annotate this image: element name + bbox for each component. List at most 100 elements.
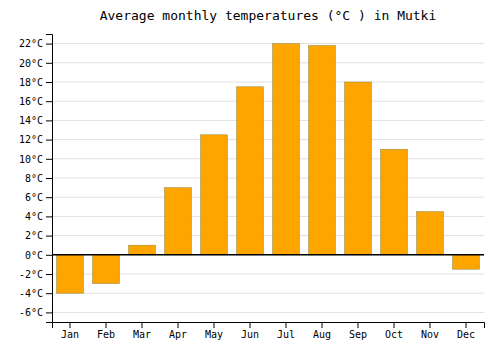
bar	[57, 255, 84, 293]
y-tick: -2°C	[19, 269, 52, 280]
x-tick: Feb	[97, 322, 115, 340]
grid-line	[52, 293, 484, 294]
y-tick: 10°C	[19, 154, 52, 165]
y-tick-mark	[46, 293, 52, 294]
y-tick-mark	[46, 312, 52, 313]
x-tick-mark	[394, 322, 395, 328]
x-tick-mark	[430, 322, 431, 328]
y-tick-mark	[46, 236, 52, 237]
x-tick-mark	[142, 322, 143, 328]
y-tick: 2°C	[25, 230, 52, 241]
grid-line	[52, 197, 484, 198]
y-tick-mark	[46, 120, 52, 121]
x-tick-label: Mar	[133, 329, 151, 340]
x-tick: Jul	[277, 322, 295, 340]
bar	[237, 87, 264, 255]
x-tick-label: Apr	[169, 329, 187, 340]
y-tick: 4°C	[25, 211, 52, 222]
y-tick: 20°C	[19, 58, 52, 69]
y-tick-mark	[46, 101, 52, 102]
grid-line	[52, 43, 484, 44]
bar	[165, 188, 192, 255]
y-tick-mark	[46, 216, 52, 217]
grid-line	[52, 62, 484, 63]
x-tick-label: Oct	[385, 329, 403, 340]
bar	[309, 46, 336, 255]
x-tick-mark	[250, 322, 251, 328]
x-tick-mark	[106, 322, 107, 328]
bar	[381, 149, 408, 255]
chart: -6°C -4°C -2°C 0°C 2°C 4°C 6°C 8°C 10°C 12°C 14°C 1…	[0, 0, 500, 350]
y-tick: -6°C	[19, 307, 52, 318]
y-tick-label: 8°C	[25, 173, 43, 184]
y-tick-mark	[46, 44, 52, 45]
y-tick-label: 14°C	[19, 115, 43, 126]
y-tick: 0°C	[25, 250, 52, 261]
y-tick-mark	[46, 274, 52, 275]
y-tick: 16°C	[19, 96, 52, 107]
plot: -6°C -4°C -2°C 0°C 2°C 4°C 6°C 8°C 10°C 12°C 14°C 1…	[19, 35, 485, 341]
y-tick: 12°C	[19, 134, 52, 145]
grid-line	[52, 101, 484, 102]
y-tick: 8°C	[25, 173, 52, 184]
x-tick: Sep	[349, 322, 367, 340]
y-tick-label: -4°C	[19, 288, 43, 299]
grid-line	[52, 82, 484, 83]
y-tick-label: 12°C	[19, 134, 43, 145]
y-tick-label: 10°C	[19, 154, 43, 165]
y-tick: -4°C	[19, 288, 52, 299]
x-tick-label: Nov	[421, 329, 439, 340]
x-tick-label: Sep	[349, 329, 367, 340]
x-tick-mark	[322, 322, 323, 328]
x-tick-label: Jun	[241, 329, 259, 340]
grid-line	[52, 158, 484, 159]
y-tick: 18°C	[19, 77, 52, 88]
y-tick-label: 20°C	[19, 58, 43, 69]
y-tick-label: -6°C	[19, 307, 43, 318]
x-tick: Jun	[241, 322, 259, 340]
x-tick-label: Jul	[277, 329, 295, 340]
x-tick-label: May	[205, 329, 223, 340]
y-tick-mark	[46, 140, 52, 141]
x-axis: Jan Feb Mar Apr May Jun Jul Aug Sep Oct Nov Dec	[53, 322, 485, 340]
x-tick-mark	[286, 322, 287, 328]
y-axis-line	[46, 35, 53, 323]
x-tick: Aug	[313, 322, 331, 340]
bar	[453, 255, 480, 269]
zero-line	[52, 254, 484, 256]
grid-line	[52, 312, 484, 313]
x-tick: Jan	[61, 322, 79, 340]
y-tick-mark	[46, 178, 52, 179]
y-tick-mark	[46, 63, 52, 64]
y-tick: 22°C	[19, 38, 52, 49]
x-tick: Mar	[133, 322, 151, 340]
x-tick: Apr	[169, 322, 187, 340]
y-axis: -6°C -4°C -2°C 0°C 2°C 4°C 6°C 8°C 10°C 12°C 14°C 1…	[19, 35, 53, 323]
y-tick-label: 2°C	[25, 230, 43, 241]
bar	[345, 82, 372, 255]
y-tick-label: 4°C	[25, 211, 43, 222]
y-tick-label: 22°C	[19, 38, 43, 49]
y-tick-mark	[46, 159, 52, 160]
x-tick-mark	[358, 322, 359, 328]
y-tick: 6°C	[25, 192, 52, 203]
x-tick-label: Feb	[97, 329, 115, 340]
y-tick-mark	[46, 255, 52, 256]
y-tick-mark	[46, 197, 52, 198]
grid-line	[52, 254, 484, 255]
y-tick-label: 6°C	[25, 192, 43, 203]
x-tick-mark	[178, 322, 179, 328]
bar	[417, 212, 444, 255]
grid	[52, 44, 484, 313]
grid-line	[52, 178, 484, 179]
y-tick-label: 0°C	[25, 250, 43, 261]
x-tick-label: Dec	[457, 329, 475, 340]
x-tick: Dec	[457, 322, 475, 340]
y-tick-label: 16°C	[19, 96, 43, 107]
y-tick-label: -2°C	[19, 269, 43, 280]
x-tick: Oct	[385, 322, 403, 340]
x-tick-label: Aug	[313, 329, 331, 340]
grid-line	[52, 139, 484, 140]
bar	[129, 245, 156, 255]
bar	[201, 135, 228, 255]
